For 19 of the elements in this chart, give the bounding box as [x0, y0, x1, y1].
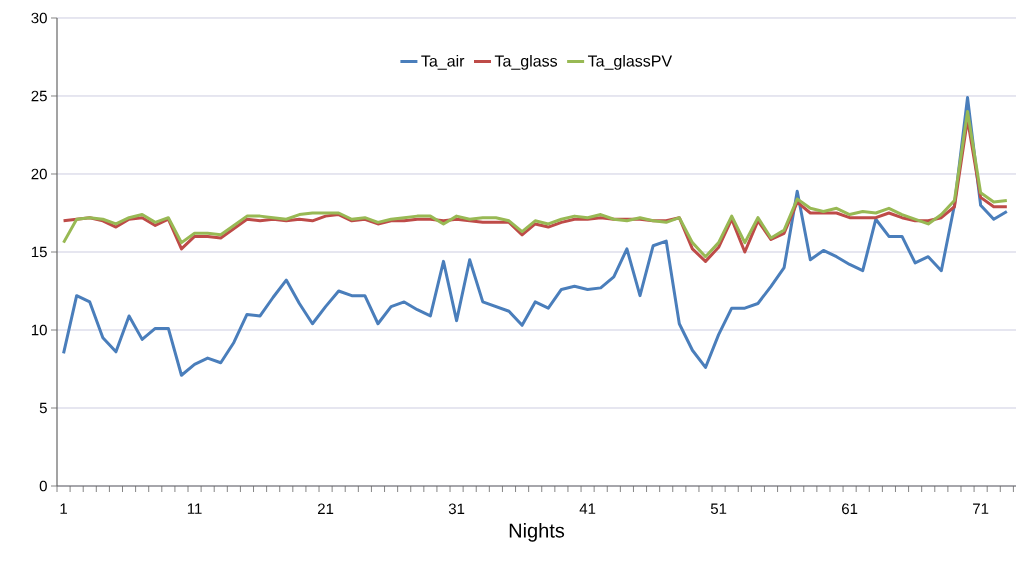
x-tick-label: 71: [973, 503, 989, 514]
x-tick-label: 31: [448, 503, 465, 515]
x-tick-label: 21: [317, 503, 334, 514]
y-tick-label: 5: [39, 402, 47, 414]
x-tick-label: 61: [842, 503, 858, 515]
x-tick-label: 1: [60, 503, 67, 514]
y-tick-label: 30: [31, 12, 47, 24]
x-tick-label: 41: [579, 503, 596, 514]
legend-label: Ta_glass: [494, 54, 558, 70]
y-tick-label: 25: [31, 90, 47, 102]
x-tick-label: 51: [710, 503, 727, 514]
legend-label: Ta_air: [421, 54, 465, 70]
legend-label: Ta_glassPV: [587, 54, 673, 70]
y-tick-label: 15: [31, 246, 47, 258]
x-axis-title: Nights: [509, 522, 565, 542]
y-tick-label: 0: [39, 480, 47, 492]
x-tick-label: 11: [187, 503, 202, 514]
y-tick-label: 20: [31, 168, 47, 180]
y-tick-label: 10: [31, 324, 47, 336]
